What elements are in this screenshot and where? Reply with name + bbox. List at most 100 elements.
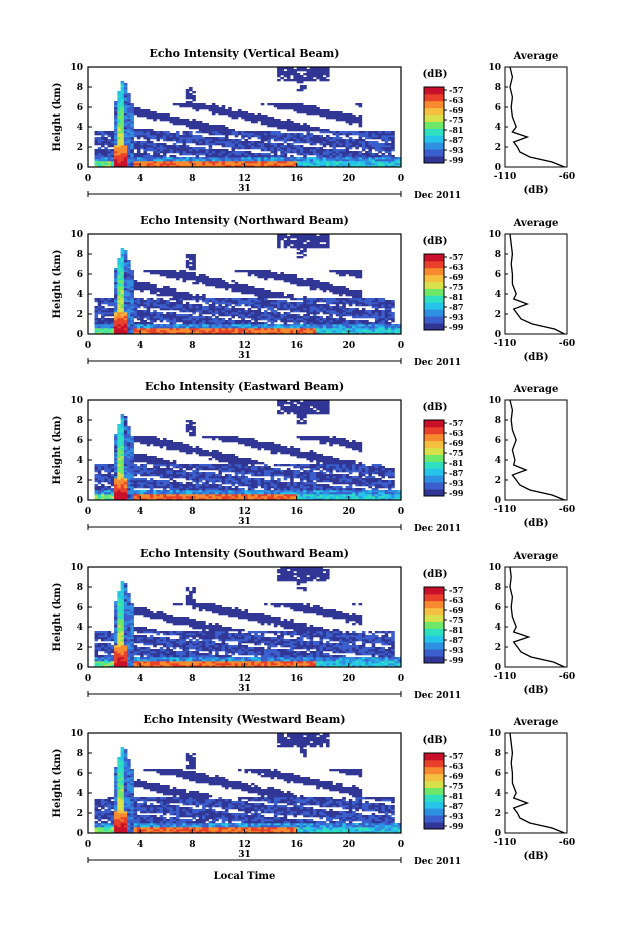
heatmap-cell — [117, 488, 121, 490]
heatmap-cell — [127, 434, 131, 436]
heatmap-cell — [215, 111, 219, 113]
heatmap-cell — [160, 312, 164, 314]
heatmap-cell — [310, 75, 314, 77]
heatmap-cell — [339, 326, 343, 328]
heatmap-cell — [329, 139, 333, 141]
heatmap-cell — [319, 109, 323, 111]
heatmap-cell — [121, 280, 125, 282]
heatmap-cell — [368, 322, 372, 324]
heatmap-cell — [306, 312, 310, 314]
heatmap-cell — [267, 306, 271, 308]
heatmap-cell — [280, 135, 284, 137]
heatmap-cell — [196, 324, 200, 326]
heatmap-cell — [306, 139, 310, 141]
heatmap-cell — [258, 292, 262, 294]
heatmap-cell — [121, 322, 125, 324]
heatmap-cell — [300, 135, 304, 137]
heatmap-cell — [251, 121, 255, 123]
heatmap-cell — [323, 286, 327, 288]
heatmap-cell — [108, 298, 112, 300]
heatmap-cell — [365, 157, 369, 159]
heatmap-cell — [179, 306, 183, 308]
heatmap-cell — [339, 117, 343, 119]
heatmap-cell — [140, 464, 144, 466]
heatmap-cell — [313, 314, 317, 316]
heatmap-cell — [342, 302, 346, 304]
heatmap-cell — [117, 474, 121, 476]
heatmap-cell — [179, 145, 183, 147]
heatmap-cell — [310, 135, 314, 137]
heatmap-cell — [130, 492, 134, 494]
heatmap-cell — [235, 326, 239, 328]
heatmap-cell — [333, 286, 337, 288]
heatmap-cell — [176, 300, 180, 302]
heatmap-cell — [140, 155, 144, 157]
average-y-tick-label: 8 — [495, 250, 501, 260]
heatmap-cell — [143, 436, 147, 438]
heatmap-cell — [277, 161, 281, 163]
heatmap-cell — [192, 304, 196, 306]
heatmap-cell — [150, 330, 154, 332]
heatmap-cell — [336, 302, 340, 304]
heatmap-cell — [134, 454, 138, 456]
heatmap-cell — [228, 318, 232, 320]
heatmap-cell — [189, 95, 193, 97]
heatmap-cell — [372, 153, 376, 155]
heatmap-cell — [98, 157, 102, 159]
heatmap-cell — [114, 155, 118, 157]
heatmap-cell — [153, 157, 157, 159]
heatmap-cell — [137, 484, 141, 486]
heatmap-cell — [359, 324, 363, 326]
heatmap-cell — [215, 330, 219, 332]
heatmap-cell — [231, 312, 235, 314]
heatmap-cell — [300, 284, 304, 286]
heatmap-cell — [121, 482, 125, 484]
heatmap-cell — [202, 161, 206, 163]
heatmap-cell — [323, 157, 327, 159]
heatmap-cell — [319, 79, 323, 81]
heatmap-cell — [127, 99, 131, 101]
heatmap-cell — [134, 330, 138, 332]
heatmap-cell — [274, 145, 278, 147]
heatmap-cell — [300, 139, 304, 141]
heatmap-cell — [323, 111, 327, 113]
heatmap-cell — [150, 488, 154, 490]
heatmap-cell — [346, 157, 350, 159]
heatmap-cell — [258, 272, 262, 274]
heatmap-cell — [166, 133, 170, 135]
heatmap-cell — [212, 304, 216, 306]
heatmap-cell — [323, 77, 327, 79]
heatmap-cell — [95, 143, 99, 145]
heatmap-cell — [98, 322, 102, 324]
heatmap-cell — [121, 464, 125, 466]
heatmap-cell — [192, 99, 196, 101]
heatmap-cell — [333, 302, 337, 304]
heatmap-cell — [326, 304, 330, 306]
heatmap-cell — [303, 320, 307, 322]
heatmap-cell — [251, 300, 255, 302]
heatmap-cell — [306, 127, 310, 129]
heatmap-cell — [104, 133, 108, 135]
heatmap-cell — [241, 288, 245, 290]
heatmap-cell — [349, 310, 353, 312]
heatmap-cell — [218, 300, 222, 302]
heatmap-cell — [117, 496, 121, 498]
heatmap-cell — [241, 151, 245, 153]
heatmap-cell — [326, 75, 330, 77]
heatmap-cell — [114, 129, 118, 131]
heatmap-cell — [391, 159, 395, 161]
heatmap-cell — [209, 312, 213, 314]
heatmap-cell — [111, 302, 115, 304]
heatmap-cell — [329, 306, 333, 308]
heatmap-cell — [101, 306, 105, 308]
heatmap-cell — [280, 326, 284, 328]
heatmap-cell — [310, 328, 314, 330]
heatmap-cell — [378, 326, 382, 328]
heatmap-cell — [147, 458, 151, 460]
heatmap-cell — [170, 145, 174, 147]
heatmap-cell — [108, 480, 112, 482]
heatmap-cell — [209, 278, 213, 280]
heatmap-cell — [137, 151, 141, 153]
heatmap-cell — [271, 163, 275, 165]
heatmap-cell — [228, 304, 232, 306]
